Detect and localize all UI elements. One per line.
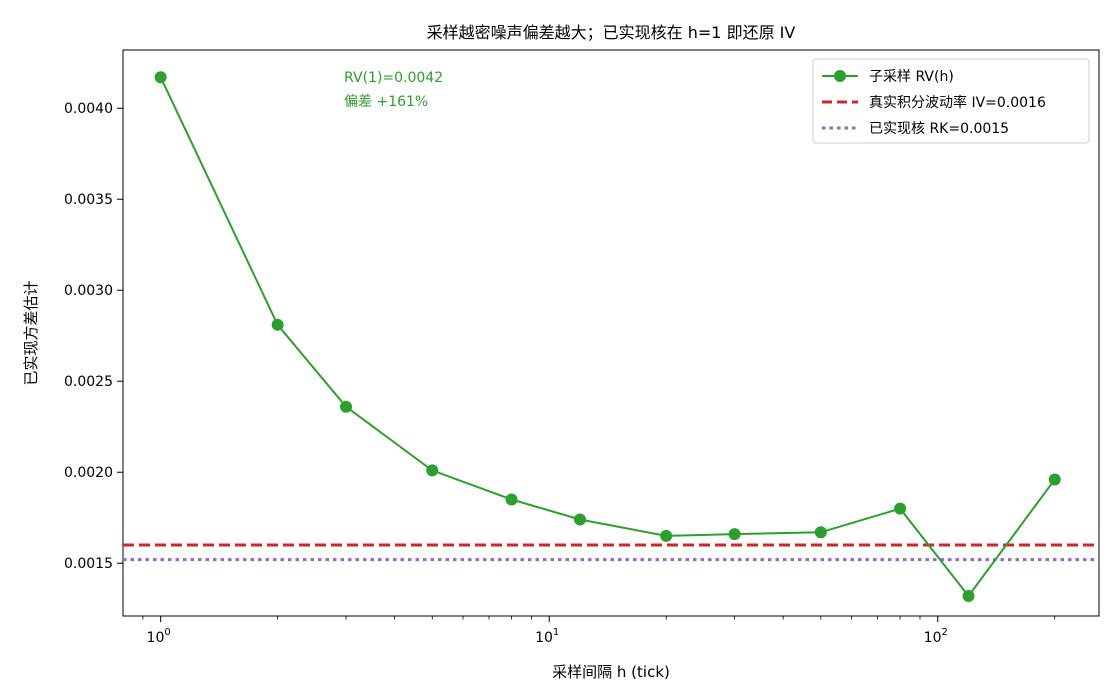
data-point-0-3 [426,464,439,477]
annotation-0-line-0: RV(1)=0.0042 [344,70,443,86]
legend-marker-0 [834,70,846,82]
data-point-0-9 [894,502,907,515]
x-tick-label-0: 100 [147,627,171,646]
data-point-0-5 [573,513,586,526]
data-point-0-4 [505,493,518,506]
y-tick-label-0: 0.0015 [64,556,113,572]
annotation-0-line-1: 偏差 +161% [344,94,428,110]
x-axis: 100 101 102 [142,616,1056,646]
data-point-0-7 [728,528,741,541]
series-group [154,71,1061,602]
x-tick-label-1: 101 [535,627,559,646]
reference-lines [123,543,1099,562]
data-point-0-8 [814,526,827,539]
data-point-0-0 [154,71,167,84]
chart-title: 采样越密噪声偏差越大；已实现核在 h=1 即还原 IV [427,23,796,42]
y-axis-label: 已实现方差估计 [22,280,40,385]
y-tick-label-3: 0.0030 [64,283,113,299]
data-point-0-6 [660,529,673,542]
x-axis-label: 采样间隔 h (tick) [552,663,670,681]
legend-label-2: 已实现核 RK=0.0015 [869,121,1009,137]
plot-frame [122,49,1100,617]
y-tick-label-1: 0.0020 [64,465,113,481]
legend-label-1: 真实积分波动率 IV=0.0016 [869,94,1046,111]
y-axis: 0.0015 0.0020 0.0025 0.0030 0.0035 0.0040 [64,101,123,572]
legend: 子采样 RV(h) 真实积分波动率 IV=0.0016 已实现核 RK=0.0015 [812,58,1090,144]
y-tick-label-5: 0.0040 [64,101,113,117]
x-tick-label-2: 102 [924,627,948,646]
y-tick-label-4: 0.0035 [64,192,113,208]
data-point-0-1 [271,318,284,331]
plot-area: RV(1)=0.0042 偏差 +161% [122,49,1100,617]
data-point-0-11 [1048,473,1061,486]
series-line-0 [159,76,1056,598]
data-point-0-2 [340,400,353,413]
data-point-0-10 [962,589,975,602]
legend-box [812,58,1090,144]
annotations: RV(1)=0.0042 偏差 +161% [344,70,443,110]
y-tick-label-2: 0.0025 [64,374,113,390]
legend-label-0: 子采样 RV(h) [869,69,954,85]
